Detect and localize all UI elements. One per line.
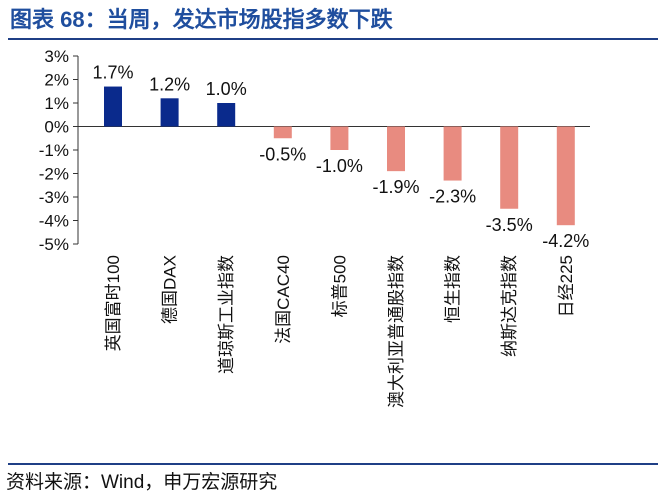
category-label: 日经225 bbox=[557, 255, 576, 317]
data-label: -4.2% bbox=[542, 231, 589, 251]
data-label: -1.0% bbox=[316, 156, 363, 176]
category-label: 道琼斯工业指数 bbox=[217, 255, 236, 374]
source-divider bbox=[8, 463, 658, 465]
bars bbox=[104, 86, 575, 226]
category-label: 法国CAC40 bbox=[274, 255, 293, 344]
bar bbox=[273, 126, 292, 139]
x-axis-categories: 英国富时100 德国DAX 道琼斯工业指数 法国CAC40 标普500 澳大利亚普通股指数… bbox=[104, 255, 576, 408]
data-label: -2.3% bbox=[429, 187, 476, 207]
bar bbox=[104, 86, 122, 127]
bar bbox=[556, 126, 575, 226]
data-label: -0.5% bbox=[259, 144, 306, 164]
bar bbox=[387, 126, 405, 172]
category-label: 澳大利亚普通股指数 bbox=[387, 255, 406, 408]
y-tick-label: 1% bbox=[44, 94, 69, 113]
data-label: 1.0% bbox=[206, 79, 247, 99]
category-label: 英国富时100 bbox=[104, 255, 123, 351]
category-label: 德国DAX bbox=[161, 255, 180, 324]
category-label: 纳斯达克指数 bbox=[500, 255, 519, 357]
chart-title: 图表 68：当周，发达市场股指多数下跌 bbox=[10, 7, 393, 32]
source-note: 资料来源：Wind，申万宏源研究 bbox=[6, 472, 278, 493]
y-tick-label: -3% bbox=[39, 188, 69, 207]
y-tick-label: -2% bbox=[39, 165, 69, 184]
bar-chart: 3% 2% 1% 0% -1% -2% -3% -4% -5% 1.7% 1.2% 1.0% -0.5… bbox=[39, 47, 590, 408]
y-tick-label: -4% bbox=[39, 212, 69, 231]
bar bbox=[217, 103, 236, 127]
y-tick-label: 2% bbox=[44, 71, 69, 90]
data-label: -3.5% bbox=[486, 215, 533, 235]
category-label: 恒生指数 bbox=[444, 255, 463, 323]
y-tick-label: -5% bbox=[39, 235, 69, 254]
bar bbox=[500, 126, 519, 209]
y-tick-label: 0% bbox=[44, 118, 69, 137]
data-label: 1.7% bbox=[92, 63, 133, 83]
category-label: 标普500 bbox=[330, 255, 349, 317]
data-label: -1.9% bbox=[372, 177, 419, 197]
bar bbox=[330, 126, 349, 150]
y-tick-label: 3% bbox=[44, 47, 69, 66]
y-tick-label: -1% bbox=[39, 141, 69, 160]
bar bbox=[160, 98, 179, 127]
data-label: 1.2% bbox=[149, 74, 190, 94]
data-labels: 1.7% 1.2% 1.0% -0.5% -1.0% -1.9% -2.3% -3.5% -4.… bbox=[92, 63, 589, 252]
bar bbox=[443, 126, 462, 181]
title-divider bbox=[8, 38, 658, 40]
